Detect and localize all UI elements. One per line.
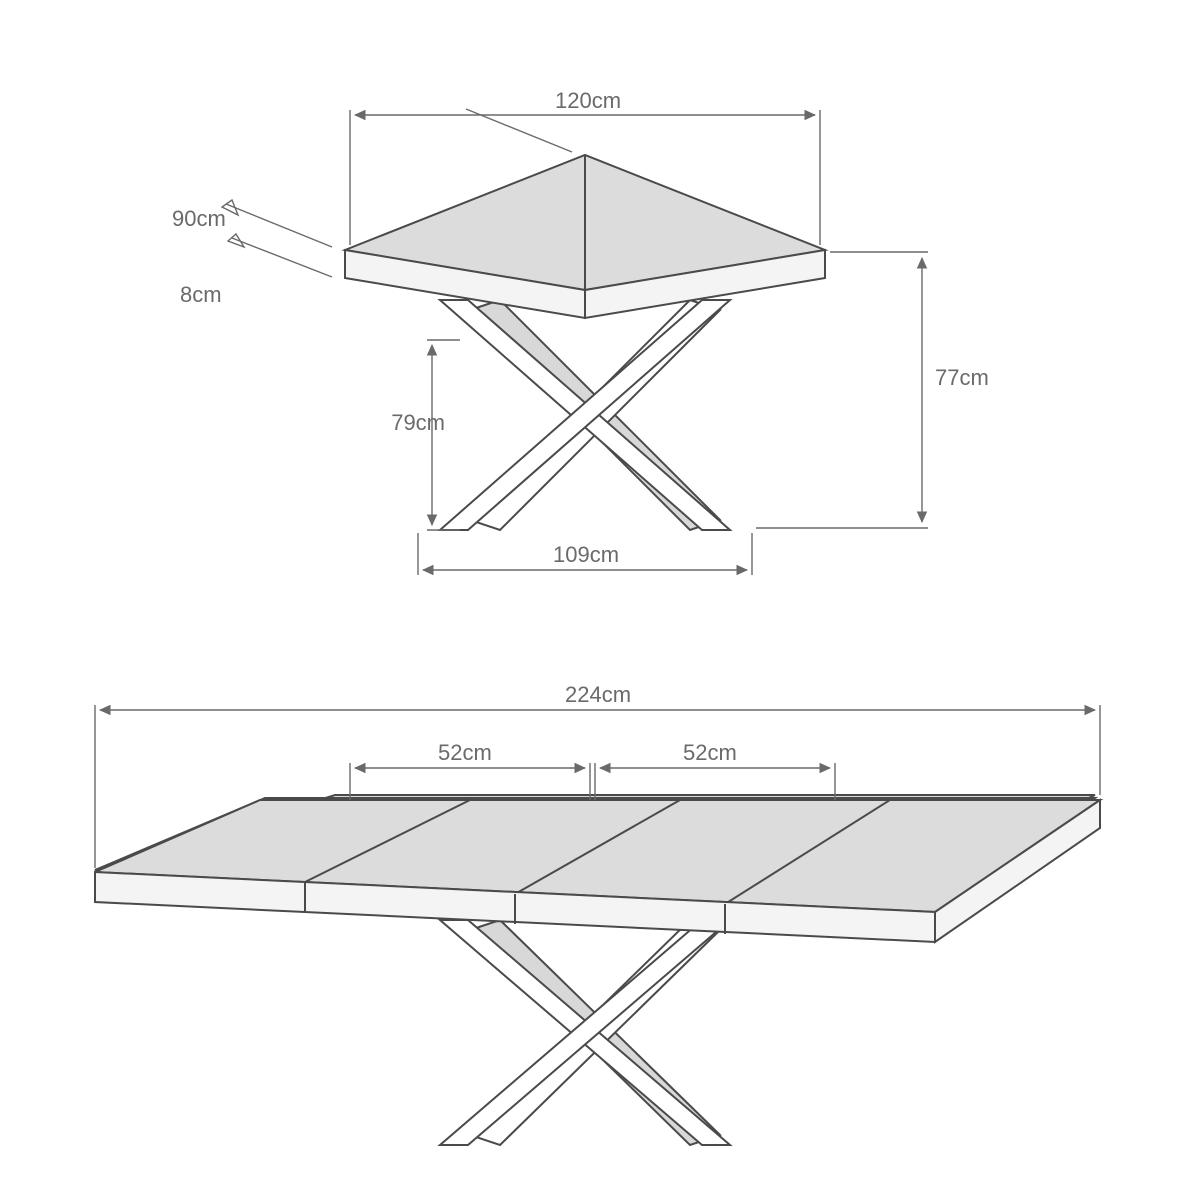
dim-thickness: 8cm bbox=[180, 282, 222, 307]
dim-height: 77cm bbox=[935, 365, 989, 390]
dimension-diagram: 120cm 90cm 8cm 79cm 109cm 77cm bbox=[0, 0, 1200, 1200]
dim-width-top: 120cm bbox=[555, 88, 621, 113]
view-extended: 224cm 52cm 52cm bbox=[95, 682, 1100, 1145]
dim-leg-span: 79cm bbox=[391, 410, 445, 435]
ext-top bbox=[95, 800, 1100, 942]
tabletop-compact bbox=[345, 155, 825, 318]
dim-depth: 90cm bbox=[172, 206, 226, 231]
view-compact: 120cm 90cm 8cm 79cm 109cm 77cm bbox=[172, 88, 989, 575]
dim-leaf-left: 52cm bbox=[438, 740, 492, 765]
dim-leaf-right: 52cm bbox=[683, 740, 737, 765]
legs-extended bbox=[440, 920, 730, 1145]
dim-base-width: 109cm bbox=[553, 542, 619, 567]
dim-ext-total: 224cm bbox=[565, 682, 631, 707]
legs-compact bbox=[440, 300, 730, 530]
